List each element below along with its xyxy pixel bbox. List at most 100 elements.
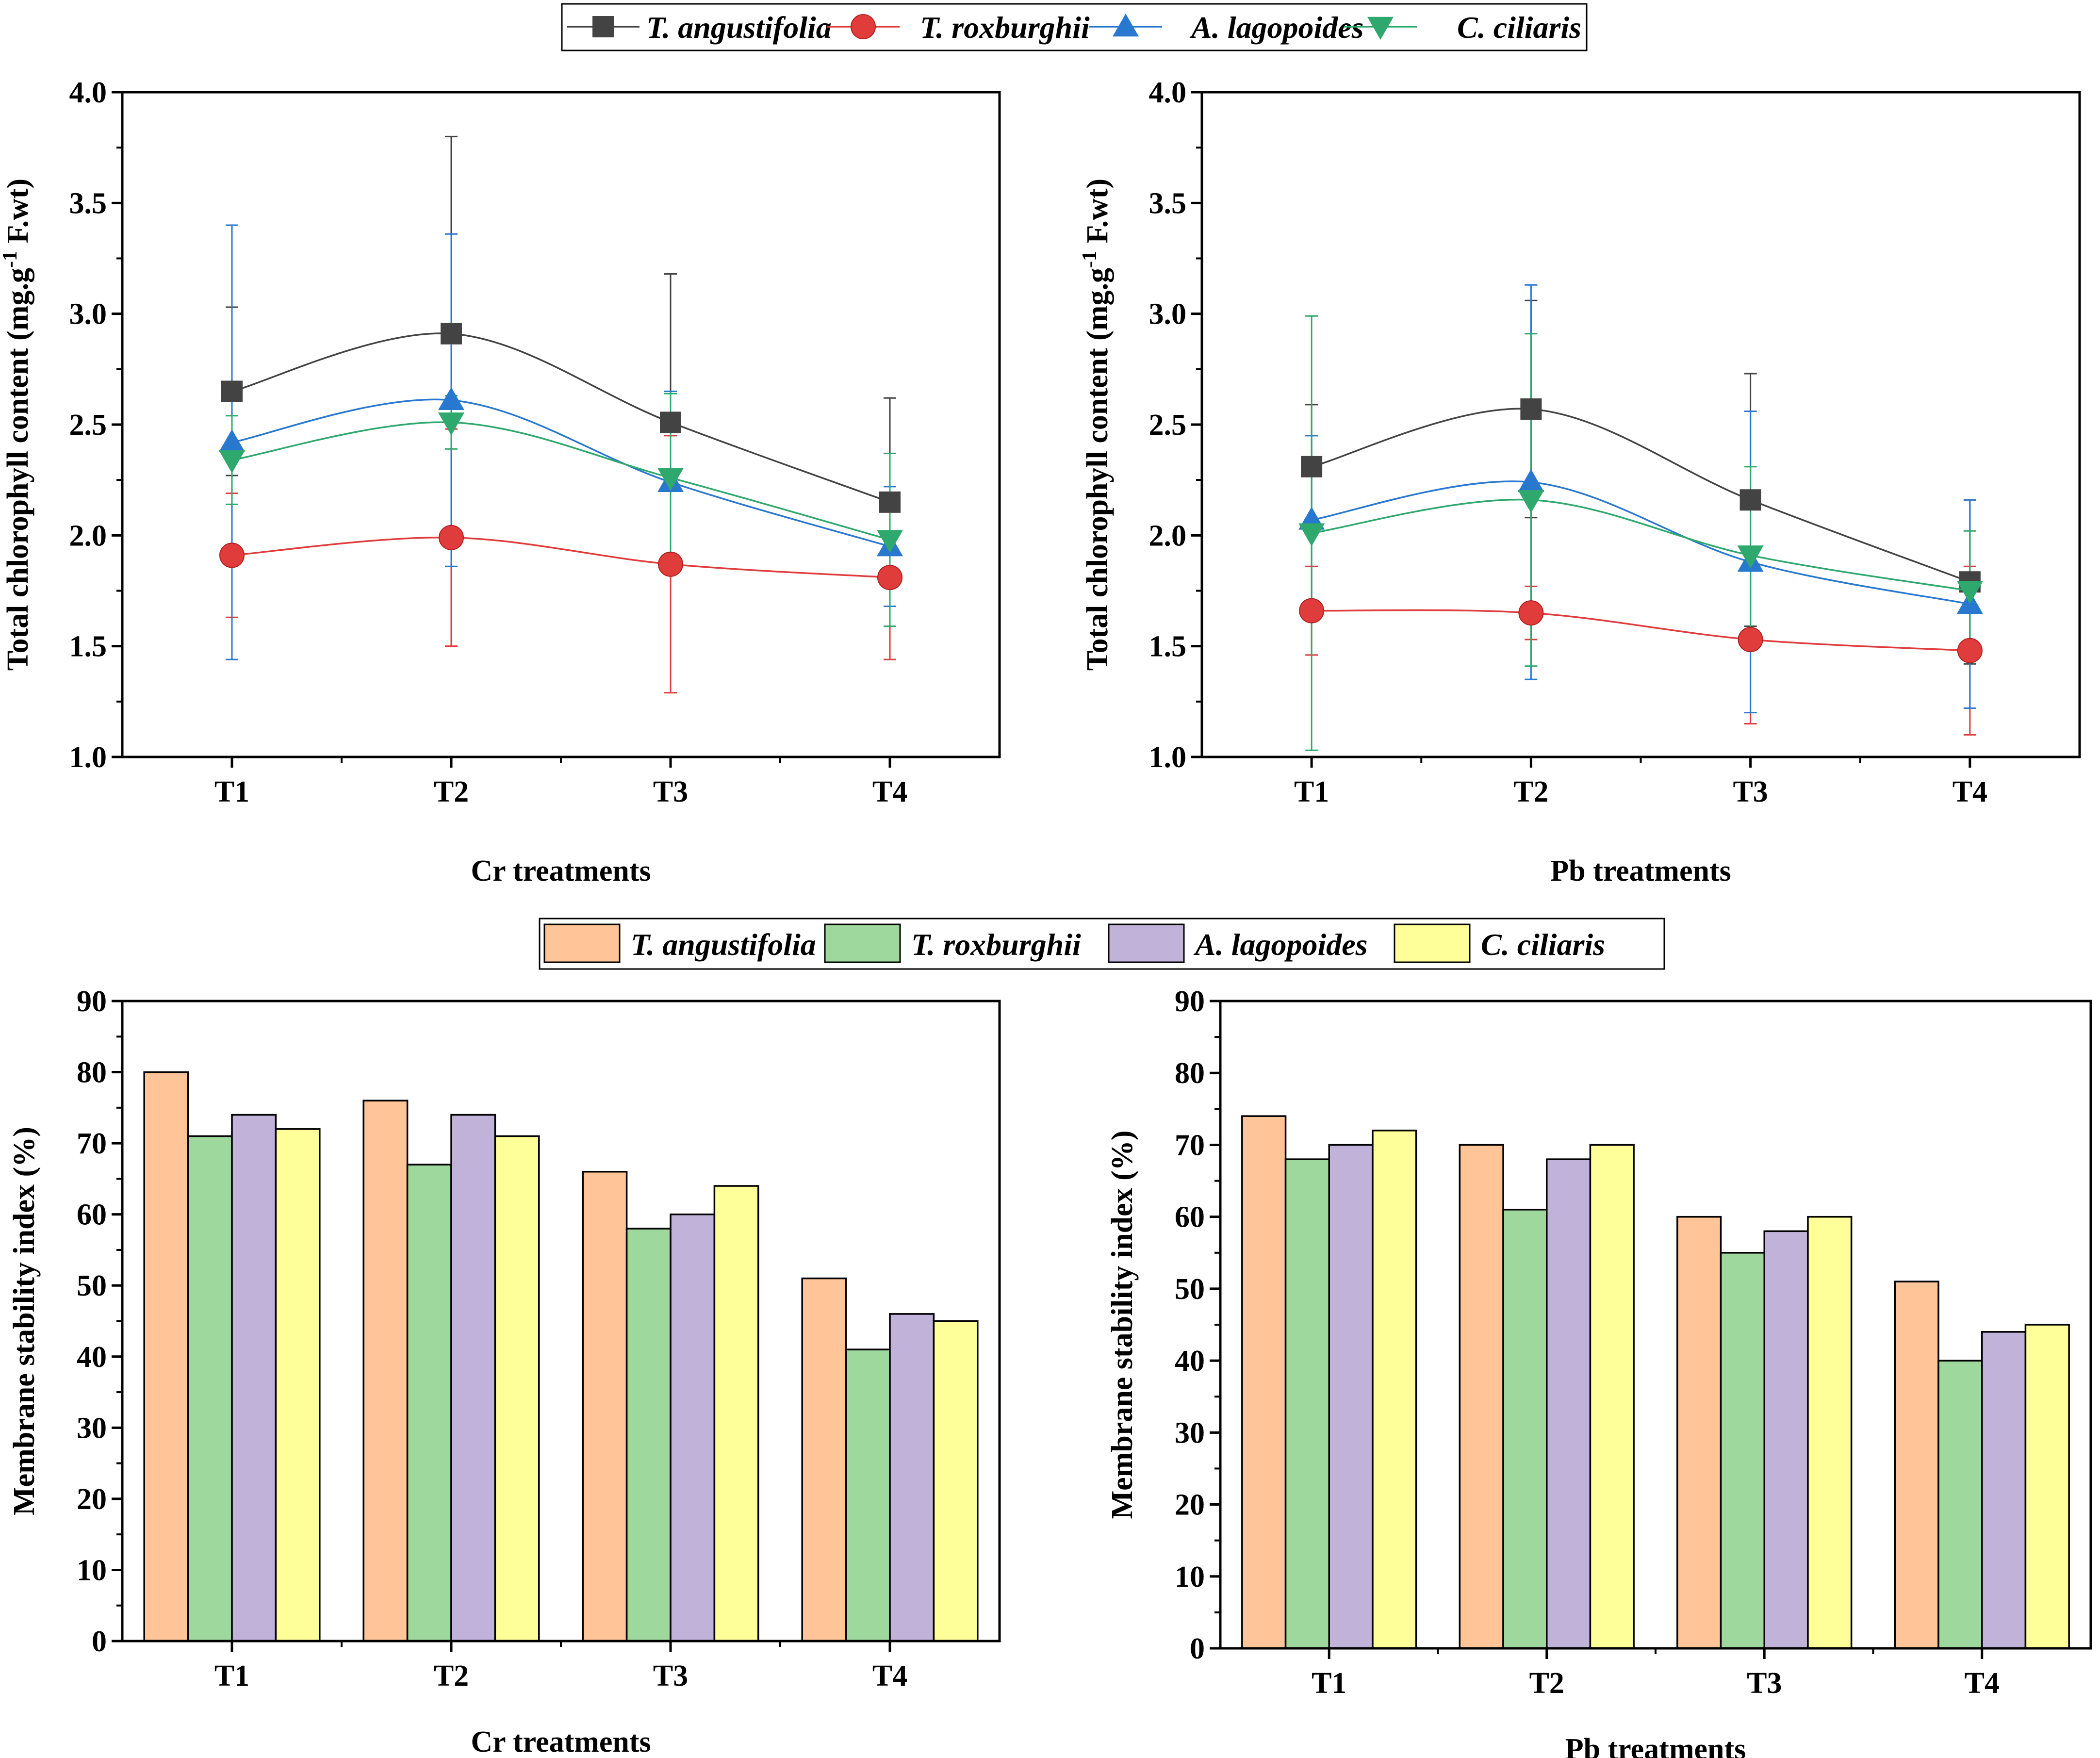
legend-swatch bbox=[1108, 923, 1185, 963]
bar bbox=[889, 1313, 935, 1642]
data-point bbox=[1518, 469, 1544, 492]
data-point bbox=[660, 411, 681, 433]
y-tick-label: 1.5 bbox=[1149, 630, 1187, 663]
y-axis-label: Total chlorophyll content (mg.g-1 F.wt) bbox=[1079, 179, 1114, 671]
y-tick-label: 3.0 bbox=[69, 298, 107, 331]
x-tick-label: T1 bbox=[214, 1659, 249, 1692]
y-tick-label: 90 bbox=[77, 985, 107, 1018]
plot-frame bbox=[1200, 91, 2081, 758]
series-line bbox=[231, 398, 890, 547]
bar bbox=[450, 1114, 496, 1642]
bar bbox=[625, 1228, 672, 1642]
data-point bbox=[219, 429, 245, 452]
bar bbox=[275, 1128, 321, 1642]
y-tick-label: 20 bbox=[1175, 1489, 1205, 1522]
x-tick-label: T2 bbox=[434, 1659, 469, 1692]
bar bbox=[1241, 1115, 1287, 1649]
series-line bbox=[231, 332, 890, 503]
y-axis-label: Total chlorophyll content (mg.g-1 F.wt) bbox=[0, 179, 34, 671]
legend-frame bbox=[539, 918, 1665, 970]
series-line bbox=[231, 536, 890, 578]
data-point bbox=[221, 380, 243, 402]
data-point bbox=[1739, 489, 1761, 511]
x-axis-label: Pb treatments bbox=[1565, 1733, 1746, 1758]
y-tick-label: 1.0 bbox=[69, 741, 107, 774]
series-line bbox=[231, 421, 890, 541]
legend-marker bbox=[851, 14, 876, 39]
data-point bbox=[1957, 638, 1983, 663]
bar bbox=[845, 1348, 891, 1642]
bar bbox=[362, 1100, 409, 1642]
bar bbox=[1894, 1281, 1939, 1649]
bar bbox=[933, 1320, 979, 1642]
x-tick-label: T2 bbox=[1529, 1667, 1564, 1700]
data-point bbox=[1298, 523, 1325, 546]
y-tick-label: 70 bbox=[1175, 1129, 1205, 1162]
x-axis-label: Cr treatments bbox=[471, 854, 651, 887]
y-tick-label: 4.0 bbox=[69, 76, 107, 109]
data-point bbox=[657, 468, 684, 491]
x-tick-label: T2 bbox=[1513, 775, 1548, 808]
series-line bbox=[1311, 408, 1970, 583]
bar bbox=[1372, 1130, 1417, 1649]
bar bbox=[494, 1135, 540, 1642]
legend-label: C. ciliaris bbox=[1481, 927, 1605, 962]
y-axis-label: Membrane stability index (%) bbox=[8, 1127, 41, 1515]
data-point bbox=[879, 491, 901, 513]
legend-bottom: T. angustifolia T. roxburghii A. lagopoide… bbox=[539, 918, 1665, 970]
y-tick-label: 3.5 bbox=[1149, 187, 1187, 220]
data-point bbox=[1520, 398, 1542, 420]
x-tick-label: T1 bbox=[1294, 775, 1329, 808]
y-tick-label: 2.0 bbox=[1149, 519, 1187, 552]
legend-label: T. angustifolia bbox=[646, 10, 832, 45]
bar bbox=[670, 1213, 716, 1642]
legend-label: T. roxburghii bbox=[911, 927, 1081, 962]
bar bbox=[1502, 1209, 1548, 1649]
data-point bbox=[1518, 490, 1544, 513]
bar bbox=[801, 1277, 847, 1642]
legend-swatch bbox=[543, 923, 621, 963]
y-tick-label: 80 bbox=[77, 1056, 107, 1089]
series-line bbox=[1312, 609, 1970, 652]
plot-frame bbox=[121, 91, 1001, 758]
x-tick-label: T4 bbox=[1952, 775, 1987, 808]
legend-label: A. lagopoides bbox=[1193, 927, 1368, 962]
plot-frame-top bbox=[1219, 1000, 2092, 1650]
y-tick-label: 40 bbox=[77, 1341, 107, 1374]
bar bbox=[1459, 1144, 1504, 1649]
data-point bbox=[1518, 600, 1544, 626]
bar bbox=[1763, 1230, 1809, 1649]
y-tick-label: 4.0 bbox=[1149, 76, 1187, 109]
x-tick-label: T2 bbox=[434, 775, 469, 808]
y-tick-label: 20 bbox=[77, 1483, 107, 1516]
x-tick-label: T4 bbox=[872, 775, 907, 808]
y-tick-label: 3.5 bbox=[69, 187, 107, 220]
legend-label: C. ciliaris bbox=[1457, 10, 1581, 45]
y-tick-label: 80 bbox=[1175, 1057, 1205, 1090]
chart-pb-msi: 0 10 20 30 40 50 60 70 80 90 T1 T2 T3 T4 Pb treatments… bbox=[1106, 985, 2092, 1758]
data-point bbox=[219, 542, 245, 568]
data-point bbox=[658, 551, 683, 577]
legend-swatch bbox=[824, 923, 901, 963]
y-tick-label: 2.5 bbox=[69, 409, 107, 442]
bar bbox=[582, 1170, 628, 1642]
bar bbox=[1328, 1144, 1374, 1649]
x-tick-label: T1 bbox=[1312, 1667, 1346, 1700]
series-line bbox=[1311, 480, 1970, 605]
data-point bbox=[1299, 598, 1325, 624]
x-tick-label: T3 bbox=[653, 1659, 688, 1692]
data-point bbox=[438, 387, 464, 411]
chart-cr-msi: 0 10 20 30 40 50 60 70 80 90 T1 T2 T3 T4 Cr treatments… bbox=[8, 985, 1001, 1758]
data-point bbox=[877, 530, 903, 553]
bar bbox=[1807, 1216, 1853, 1649]
y-tick-label: 0 bbox=[1190, 1632, 1205, 1665]
x-tick-label: T4 bbox=[872, 1659, 907, 1692]
chart-cr-chlorophyll: 1.0 1.5 2.0 2.5 3.0 3.5 4.0 T1 T2 T3 T4 Cr treatmen… bbox=[0, 76, 1001, 887]
bar bbox=[1720, 1252, 1766, 1649]
data-point bbox=[219, 450, 245, 474]
y-tick-label: 40 bbox=[1175, 1345, 1205, 1378]
data-point bbox=[439, 525, 464, 550]
bar bbox=[1284, 1158, 1330, 1649]
y-axis-label: Membrane stability index (%) bbox=[1106, 1131, 1139, 1519]
y-tick-label: 90 bbox=[1175, 985, 1205, 1018]
